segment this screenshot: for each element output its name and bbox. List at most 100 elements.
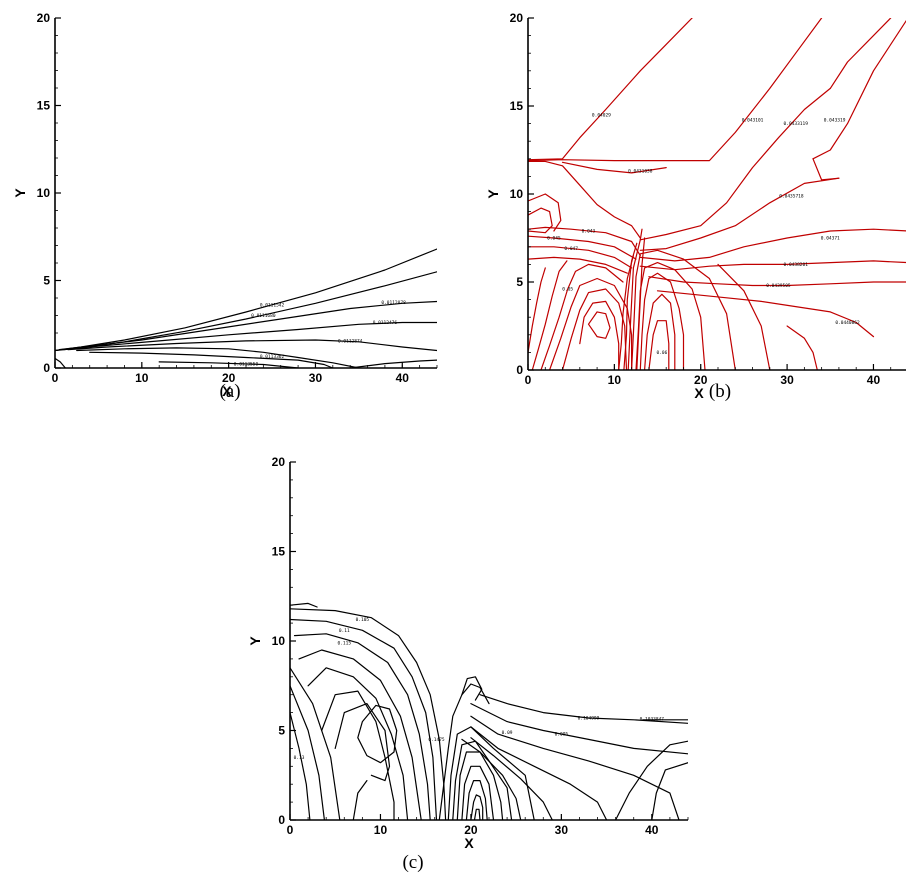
contour-level-label: 0.05 [562,287,573,293]
contour-line [648,276,906,287]
contour-level-label: 0.1033847 [640,716,665,722]
contour-line [298,649,422,820]
contour-level-label: 0.043319 [824,118,846,124]
contour-level-label: 0.09 [502,730,513,736]
x-tick-label: 40 [867,373,881,387]
x-tick-label: 10 [374,823,388,837]
y-axis-title: Y [12,188,28,198]
contour-level-label: 0.105 [356,617,370,623]
contour-line [470,726,608,820]
contour-level-label: 0.095 [555,732,569,738]
contour-lines: 0.0111542 0.0111680 0.0112078 0.0112476 0.01… [55,248,437,368]
contour-line [357,704,398,764]
contour-level-label: 0.0113362 [260,354,285,360]
contour-line [528,267,546,353]
contour-line [528,226,641,257]
contour-line [528,256,628,274]
contour-line [615,740,688,820]
y-tick-label: 15 [37,99,51,113]
x-tick-label: 30 [780,373,794,387]
contour-line [561,288,628,370]
contour-line [531,260,568,370]
contour-line [528,207,553,234]
contour-line [63,321,437,351]
contour-level-label: 0.045 [547,236,561,242]
contour-line [528,18,823,162]
contour-line [452,740,513,820]
contour-line [644,293,676,370]
contour-line [58,300,437,351]
contour-level-label: 0.043 [582,228,596,234]
contour-line [461,765,495,820]
contour-line [470,794,484,820]
contour-line [639,87,831,241]
contour-level-label: 0.0113550 [234,362,259,368]
contour-level-label: 0.0112476 [373,320,398,326]
contour-line [579,300,620,370]
contour-line [812,158,840,181]
contour-panel-c: 0.105 0.11 0.115 0.13 0.1475 0.104999 0.103384… [236,447,706,888]
y-tick-label: 20 [37,11,51,25]
contour-line [461,738,522,820]
y-tick-label: 20 [272,455,286,469]
x-tick-label: 0 [52,371,59,385]
contour-lines: 0.105 0.11 0.115 0.13 0.1475 0.104999 0.103384… [290,602,688,820]
caption-b: (b) [708,381,732,402]
contour-level-label: 0.0440862 [835,320,860,326]
contour-line [67,339,437,352]
contour-line [290,685,325,820]
y-tick-label: 0 [43,361,50,375]
y-tick-label: 15 [510,99,524,113]
contour-line [639,177,840,251]
contour-level-label: 0.04029 [592,112,611,118]
x-tick-label: 10 [608,373,622,387]
contour-line [290,608,447,820]
contour-level-label: 0.043101 [742,118,764,124]
x-axis-title: X [694,385,704,400]
contour-line [438,683,490,820]
contour-line [349,359,437,368]
contour-line [293,633,431,820]
contour-panel-a: 0.0111542 0.0111680 0.0112078 0.0112476 0.01… [0,0,460,420]
contour-line [290,667,341,820]
contour-level-label: 0.11 [339,628,350,634]
y-tick-label: 5 [43,274,50,288]
y-tick-label: 20 [510,11,524,25]
x-tick-label: 40 [396,371,410,385]
contour-line [812,19,906,160]
contour-line [829,18,892,89]
contour-level-label: 0.06 [656,350,667,356]
y-axis-title: Y [485,189,501,199]
contour-line [321,690,395,820]
contour-line [528,193,562,232]
y-tick-label: 10 [272,634,286,648]
contour-line [461,676,483,701]
contour-level-label: 0.0111542 [260,303,285,309]
contour-line [656,290,875,338]
contour-line [89,351,334,368]
contour-line [786,325,818,370]
contour-line [639,260,906,271]
contour-line [447,726,535,820]
contour-line [717,263,771,370]
contour-line [631,249,736,370]
y-tick-label: 0 [278,813,285,827]
x-tick-label: 10 [135,371,149,385]
contour-line [528,18,693,161]
contour-line [636,237,646,370]
y-tick-label: 10 [37,186,51,200]
x-tick-label: 30 [555,823,569,837]
caption-c: (c) [402,852,424,873]
contour-level-label: 0.0433119 [784,121,809,127]
contour-line [76,347,360,368]
y-tick-label: 0 [516,363,523,377]
x-tick-label: 30 [309,371,323,385]
contour-line [639,272,685,370]
contour-level-label: 0.0112874 [338,338,363,344]
contour-level-label: 0.04371 [821,236,840,242]
contour-line [307,667,409,820]
contour-plot-c: 0.105 0.11 0.115 0.13 0.1475 0.104999 0.103384… [247,455,689,851]
